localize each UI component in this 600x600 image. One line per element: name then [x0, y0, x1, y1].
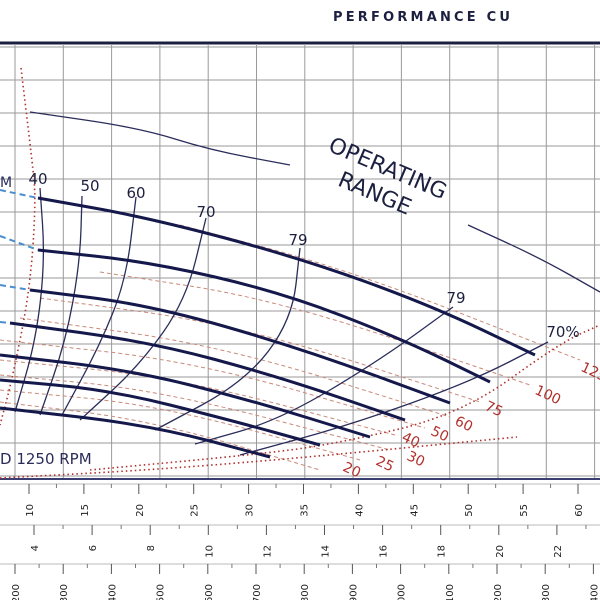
axis-tick-label: 1400 — [589, 584, 600, 600]
efficiency-curve — [194, 306, 454, 445]
power-line — [0, 339, 426, 429]
power-line — [39, 297, 481, 403]
axis-tick-label: 400 — [107, 584, 118, 600]
axis-tick-label: 14 — [321, 545, 332, 558]
axis-tick-label: 500 — [156, 584, 167, 600]
axis-tick-label: 20 — [495, 545, 506, 558]
axis-tick-label: 300 — [59, 584, 70, 600]
head-curve-extension — [0, 235, 39, 251]
power-label: 100 — [532, 382, 563, 408]
rpm-label-fragment: M — [0, 175, 12, 191]
axis-tick-label: 1200 — [493, 584, 504, 600]
axis-tick-label: 8 — [146, 545, 157, 551]
axis-tick-label: 35 — [300, 504, 311, 517]
power-label: 25 — [373, 453, 396, 475]
power-label: 40 — [399, 429, 422, 451]
efficiency-label: 40 — [28, 170, 47, 188]
chart-title: PERFORMANCE CU — [333, 10, 514, 25]
axis-tick-label: 10 — [204, 545, 215, 558]
axis-tick-label: 30 — [245, 504, 256, 517]
axis-tick-label: 1100 — [445, 584, 456, 600]
head-curve-extension — [0, 284, 31, 291]
head-curve — [37, 248, 491, 384]
dotted-limit-line — [0, 67, 36, 426]
efficiency-label: 50 — [80, 177, 99, 195]
head-curve — [37, 196, 536, 357]
head-curve — [0, 378, 321, 447]
axis-tick-label: 20 — [135, 504, 146, 517]
axis-tick-label: 600 — [204, 584, 215, 600]
head-curve-extension — [0, 321, 11, 324]
axis-tick-label: 55 — [519, 504, 530, 517]
axis-tick-label: 10 — [25, 504, 36, 517]
efficiency-curve — [79, 217, 207, 421]
efficiency-label: 70% — [546, 323, 579, 341]
axis-tick-label: 6 — [88, 545, 99, 551]
axis-tick-label: 50 — [464, 504, 475, 517]
efficiency-curve — [39, 195, 83, 416]
axis-tick-label: 900 — [348, 584, 359, 600]
power-line — [0, 401, 321, 471]
efficiency-label: 79 — [288, 231, 307, 249]
dotted-limit-line — [0, 436, 518, 479]
axis-tick-label: 4 — [30, 545, 41, 551]
speed-label: D 1250 RPM — [0, 450, 92, 468]
power-label: 20 — [340, 459, 363, 481]
operating-range-boundary-top — [29, 111, 291, 166]
axis-tick-label: 200 — [11, 584, 22, 600]
axis-tick-label: 16 — [379, 545, 390, 558]
power-line — [99, 271, 531, 386]
axis-tick-label: 15 — [80, 504, 91, 517]
axis-tick-label: 45 — [409, 504, 420, 517]
head-curve — [9, 321, 406, 422]
axis-tick-label: 800 — [300, 584, 311, 600]
head-curve — [0, 406, 271, 459]
head-curve — [0, 353, 371, 439]
efficiency-curve — [14, 187, 45, 413]
axis-tick-label: 40 — [354, 504, 365, 517]
power-label: 50 — [428, 423, 451, 445]
axis-tick-label: 700 — [252, 584, 263, 600]
axis-tick-label: 25 — [190, 504, 201, 517]
power-line — [0, 389, 361, 461]
power-label: 75 — [482, 398, 505, 420]
power-label: 60 — [452, 413, 475, 435]
power-label: 125 — [578, 359, 600, 385]
power-line — [179, 224, 581, 361]
efficiency-label: 79 — [446, 289, 465, 307]
axis-tick-label: 1300 — [541, 584, 552, 600]
efficiency-label: 70 — [196, 203, 215, 221]
efficiency-curve — [239, 341, 549, 456]
power-line — [19, 317, 451, 418]
head-curve — [29, 288, 451, 405]
efficiency-label: 60 — [126, 184, 145, 202]
operating-range-boundary-right — [467, 224, 600, 293]
power-line — [0, 374, 391, 451]
head-curve-extension — [0, 189, 39, 199]
axis-tick-label: 12 — [262, 545, 273, 558]
power-label: 30 — [404, 448, 427, 470]
axis-tick-label: 22 — [553, 545, 564, 558]
axis-tick-label: 1000 — [397, 584, 408, 600]
efficiency-curve — [154, 247, 301, 431]
axis-tick-label: 18 — [437, 545, 448, 558]
axis-tick-label: 60 — [574, 504, 585, 517]
